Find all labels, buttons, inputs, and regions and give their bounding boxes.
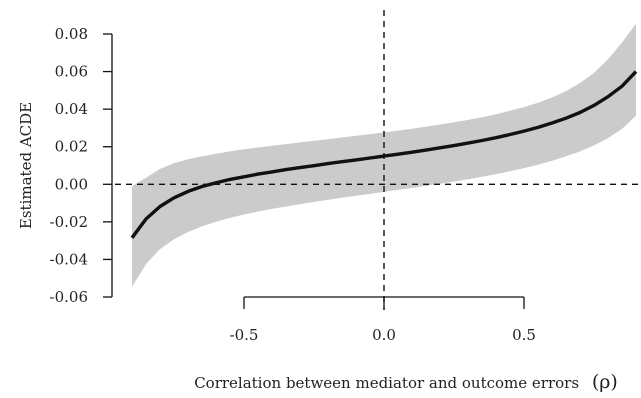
y-tick-label: -0.04 <box>50 250 88 268</box>
y-axis-title: Estimated ACDE <box>17 102 35 229</box>
y-tick-label: -0.02 <box>50 213 88 231</box>
x-axis: -0.5 0.0 0.5 <box>230 296 536 344</box>
estimate-line <box>130 70 638 239</box>
x-axis-title: Correlation between mediator and outcome… <box>194 371 618 393</box>
y-tick-label: 0.06 <box>55 63 88 81</box>
y-tick-label: -0.06 <box>50 288 88 306</box>
x-tick-label: -0.5 <box>230 326 259 344</box>
x-tick-label: 0.0 <box>372 326 396 344</box>
y-axis: -0.06 -0.04 -0.02 0.00 0.02 0.04 0.06 0.08 <box>50 25 113 306</box>
y-tick-label: 0.04 <box>55 100 88 118</box>
y-tick-label: 0.02 <box>55 138 88 156</box>
x-axis-title-symbol: (ρ) <box>592 371 618 393</box>
y-tick-label: 0.00 <box>55 175 88 193</box>
x-axis-title-text: Correlation between mediator and outcome… <box>194 374 579 392</box>
y-tick-label: 0.08 <box>55 25 88 43</box>
x-tick-label: 0.5 <box>512 326 536 344</box>
